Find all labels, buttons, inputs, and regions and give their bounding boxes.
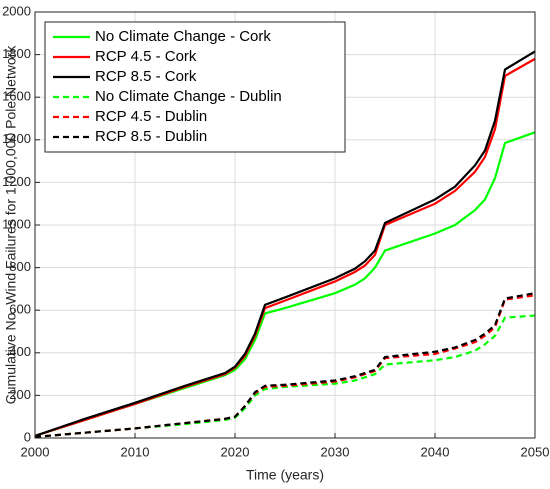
y-tick-label: 600 — [9, 302, 31, 317]
y-axis-label: Cumulative No. Wind Failures for 1,000,0… — [3, 45, 19, 405]
y-tick-label: 1400 — [2, 131, 31, 146]
x-tick-label: 2040 — [421, 444, 450, 459]
plot-border — [34, 11, 536, 439]
y-tick-label: 800 — [9, 259, 31, 274]
x-axis-label: Time (years) — [246, 467, 324, 483]
x-tick-label: 2050 — [521, 444, 550, 459]
legend-label: No Climate Change - Cork — [95, 28, 271, 45]
legend-box — [44, 21, 346, 153]
x-tick-label: 2030 — [321, 444, 350, 459]
x-tick-label: 2020 — [221, 444, 250, 459]
legend-label: RCP 8.5 - Cork — [95, 68, 197, 85]
legend-label: RCP 8.5 - Dublin — [95, 128, 207, 145]
y-tick-label: 200 — [9, 387, 31, 402]
series-line — [34, 292, 536, 439]
legend-label: RCP 4.5 - Dublin — [95, 108, 207, 125]
y-tick-label: 1000 — [2, 216, 31, 231]
x-tick-label: 2000 — [21, 444, 50, 459]
y-tick-label: 1600 — [2, 89, 31, 104]
y-tick-label: 2000 — [2, 3, 31, 18]
y-tick-label: 1800 — [2, 46, 31, 61]
legend: No Climate Change - Cork RCP 4.5 - Cork RC… — [44, 21, 346, 153]
legend-label: No Climate Change - Dublin — [95, 88, 282, 105]
y-tick-label: 400 — [9, 344, 31, 359]
y-tick-label: 0 — [24, 429, 31, 444]
y-tick-label: 1200 — [2, 174, 31, 189]
series-line — [34, 50, 536, 437]
legend-label: RCP 4.5 - Cork — [95, 48, 197, 65]
x-tick-label: 2010 — [121, 444, 150, 459]
